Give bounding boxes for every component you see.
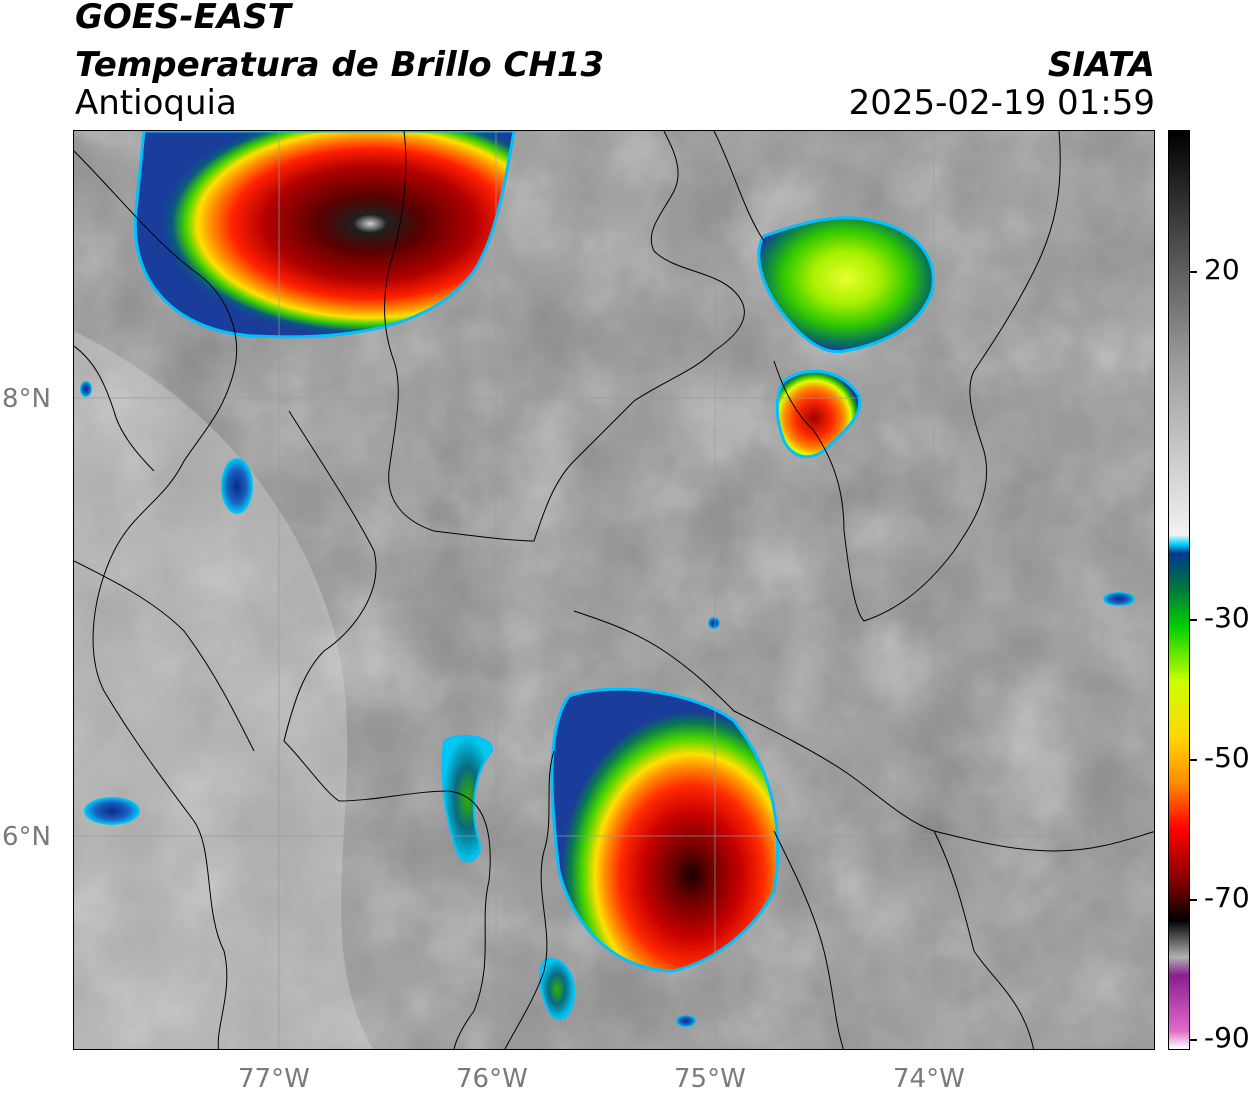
map-svg: [74, 131, 1154, 1049]
cell-south: [539, 958, 576, 1021]
storm-east: [775, 369, 862, 459]
boundaries: [74, 131, 1154, 1049]
colorbar-label-minus30: -30: [1204, 601, 1250, 634]
org-label: SIATA: [1047, 45, 1155, 85]
cell-center: [708, 617, 720, 629]
lon-label-76w: 76°W: [456, 1064, 528, 1094]
cell-far-east: [1103, 592, 1135, 606]
cell-west: [221, 458, 253, 514]
cell-southwest: [84, 797, 140, 825]
storm-north: [133, 131, 516, 339]
colorbar-label-minus70: -70: [1204, 881, 1250, 914]
datetime-label: 2025-02-19 01:59: [848, 83, 1155, 123]
colorbar-tick: [1189, 1039, 1197, 1041]
lon-label-75w: 75°W: [674, 1064, 746, 1094]
cell-west-central: [441, 734, 493, 863]
colorbar-label-minus90: -90: [1204, 1021, 1250, 1054]
satellite-map: [73, 130, 1155, 1050]
colorbar-tick: [1189, 619, 1197, 621]
region-label: Antioquia: [75, 83, 237, 123]
colorbar: [1168, 130, 1190, 1050]
cell-southeast: [676, 1015, 696, 1027]
satellite-title: GOES-EAST: [75, 0, 291, 37]
graticule: [74, 131, 1154, 1049]
lat-label-8n: 8°N: [2, 384, 51, 414]
colorbar-tick: [1189, 759, 1197, 761]
product-title: Temperatura de Brillo CH13: [75, 45, 605, 85]
lat-label-6n: 6°N: [2, 822, 51, 852]
storm-northeast: [757, 216, 935, 354]
cell-northwest: [80, 381, 92, 397]
lon-label-74w: 74°W: [893, 1064, 965, 1094]
convective-cells: [80, 131, 1135, 1027]
colorbar-tick: [1189, 899, 1197, 901]
colorbar-label-minus50: -50: [1204, 741, 1250, 774]
colorbar-label-20: 20: [1204, 253, 1240, 286]
warm-zone: [74, 331, 373, 1049]
lon-label-77w: 77°W: [238, 1064, 310, 1094]
colorbar-tick: [1189, 271, 1197, 273]
